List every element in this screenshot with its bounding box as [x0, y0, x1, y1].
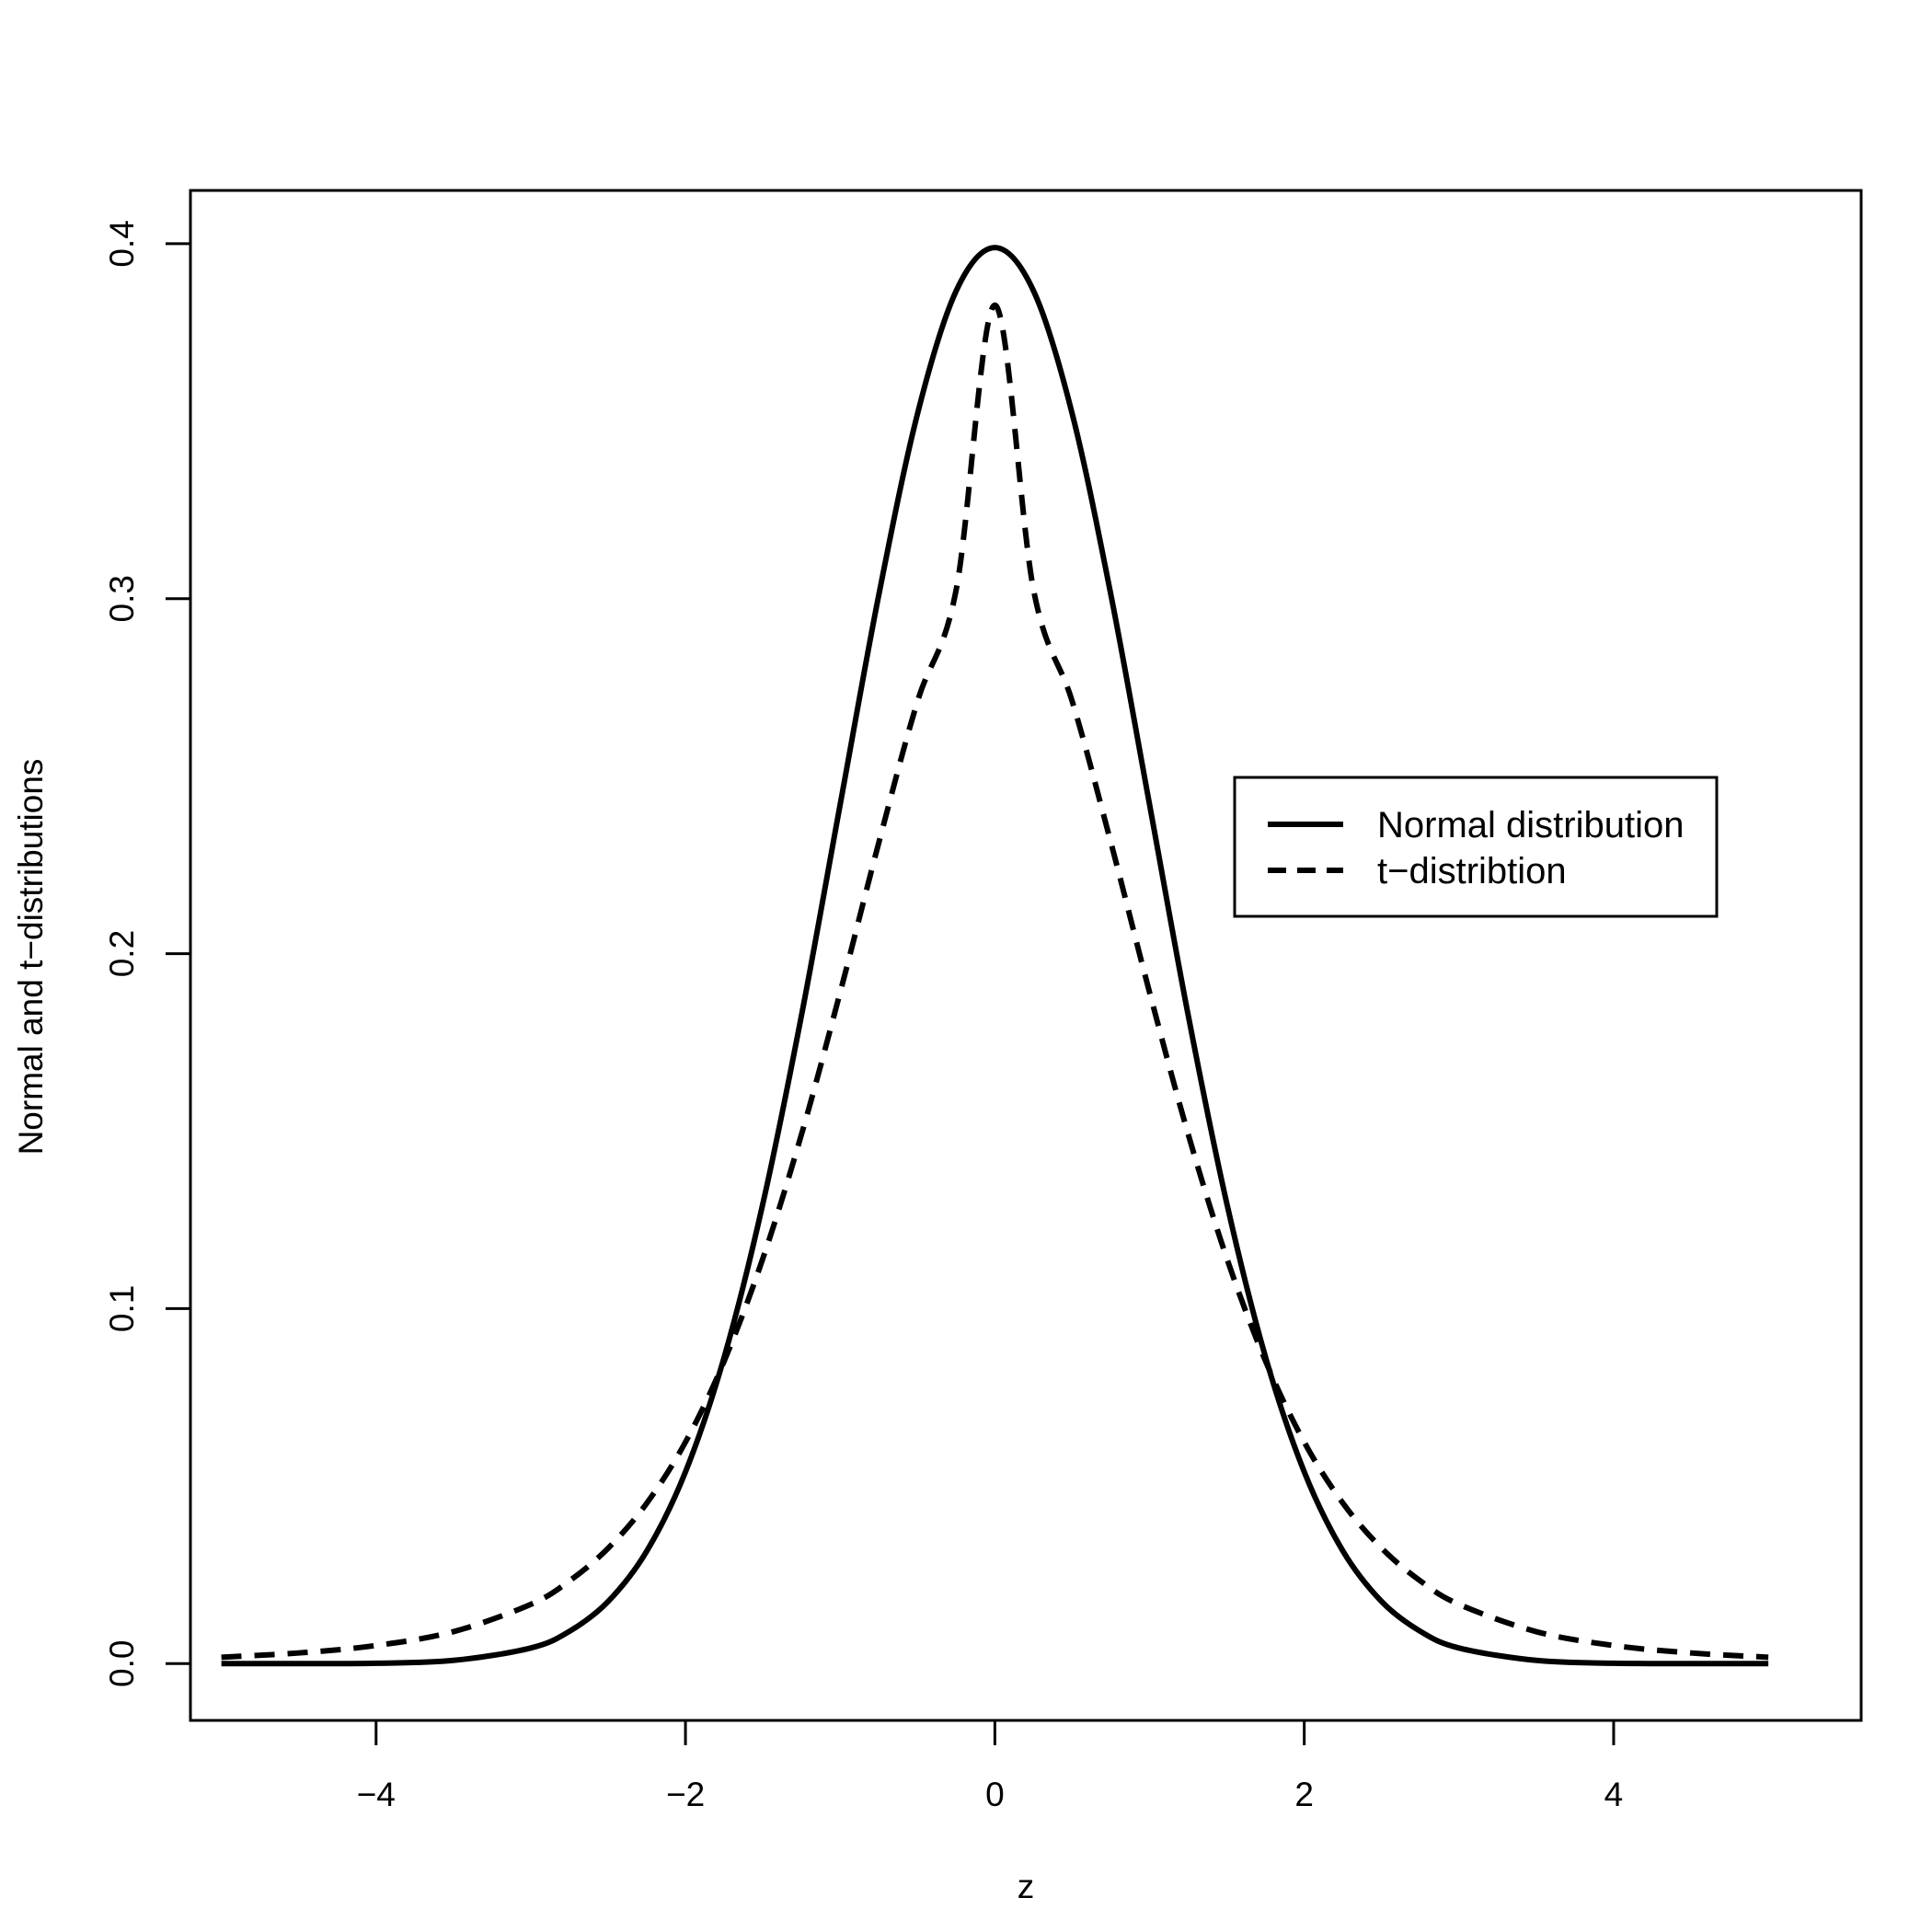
- y-tick-label: 0.0: [103, 1640, 141, 1687]
- y-axis-label: Normal and t−distributions: [12, 759, 50, 1156]
- x-tick-label: 0: [985, 1776, 1005, 1813]
- x-axis-label: z: [1018, 1868, 1035, 1905]
- series-line-normal: [221, 245, 1769, 1667]
- legend-label-t: t−distribtion: [1377, 851, 1567, 891]
- y-tick-label: 0.3: [103, 575, 141, 622]
- y-axis-ticks: 0.0 0.1 0.2 0.3 0.4: [103, 220, 190, 1687]
- x-tick-label: −4: [357, 1776, 396, 1813]
- plot-area-frame: [189, 189, 1863, 1722]
- x-tick-label: 2: [1294, 1776, 1314, 1813]
- legend-box: [1233, 776, 1719, 918]
- legend: Normal distribution t−distribtion: [1233, 776, 1719, 918]
- y-tick-label: 0.2: [103, 930, 141, 977]
- series-line-t: [221, 302, 1769, 1661]
- x-axis-ticks: −4 −2 0 2 4: [357, 1720, 1624, 1813]
- legend-label-normal: Normal distribution: [1377, 805, 1684, 845]
- series-layer: [221, 245, 1769, 1667]
- x-tick-label: 4: [1604, 1776, 1624, 1813]
- y-tick-label: 0.1: [103, 1285, 141, 1332]
- y-tick-label: 0.4: [103, 220, 141, 267]
- x-tick-label: −2: [666, 1776, 705, 1813]
